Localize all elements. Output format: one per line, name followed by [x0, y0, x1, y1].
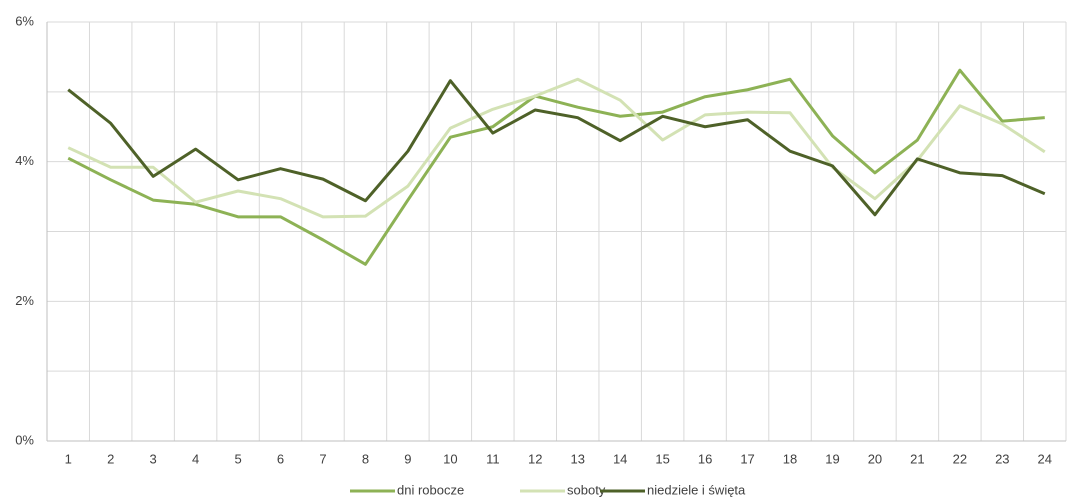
x-tick-label: 8 — [362, 451, 369, 466]
x-tick-label: 5 — [234, 451, 241, 466]
x-tick-label: 10 — [443, 451, 457, 466]
legend-label: niedziele i święta — [647, 482, 746, 497]
x-tick-label: 2 — [107, 451, 114, 466]
x-tick-label: 7 — [319, 451, 326, 466]
x-tick-label: 12 — [528, 451, 542, 466]
x-tick-label: 11 — [486, 451, 500, 466]
y-tick-label: 4% — [15, 153, 34, 168]
x-tick-label: 3 — [150, 451, 157, 466]
y-tick-label: 6% — [15, 13, 34, 28]
y-tick-label: 2% — [15, 293, 34, 308]
x-tick-label: 14 — [613, 451, 627, 466]
x-tick-label: 9 — [404, 451, 411, 466]
legend-label: dni robocze — [397, 482, 464, 497]
x-tick-label: 21 — [910, 451, 924, 466]
x-tick-label: 13 — [570, 451, 584, 466]
x-tick-label: 23 — [995, 451, 1009, 466]
x-tick-label: 4 — [192, 451, 199, 466]
series-line — [67, 79, 1046, 217]
x-tick-label: 24 — [1038, 451, 1052, 466]
x-tick-label: 17 — [740, 451, 754, 466]
x-tick-label: 19 — [825, 451, 839, 466]
x-tick-label: 1 — [65, 451, 72, 466]
x-tick-label: 16 — [698, 451, 712, 466]
y-tick-label: 0% — [15, 432, 34, 447]
x-tick-label: 22 — [953, 451, 967, 466]
x-tick-label: 6 — [277, 451, 284, 466]
x-tick-label: 20 — [868, 451, 882, 466]
x-tick-label: 15 — [655, 451, 669, 466]
series-line — [67, 77, 1046, 219]
x-tick-label: 18 — [783, 451, 797, 466]
series-line — [67, 68, 1045, 266]
legend-label: soboty — [567, 482, 606, 497]
